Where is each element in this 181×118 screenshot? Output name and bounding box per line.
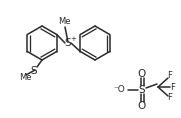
Text: F: F <box>171 82 175 91</box>
Text: O: O <box>138 101 146 111</box>
Text: ⁻O: ⁻O <box>113 84 125 93</box>
Text: Me: Me <box>19 72 31 82</box>
Text: F: F <box>168 93 172 103</box>
Text: O: O <box>138 69 146 79</box>
Text: S: S <box>31 66 37 76</box>
Text: S: S <box>139 85 145 95</box>
Text: +: + <box>70 36 76 42</box>
Text: Me: Me <box>58 17 70 27</box>
Text: S: S <box>65 38 71 48</box>
Text: F: F <box>168 72 172 80</box>
